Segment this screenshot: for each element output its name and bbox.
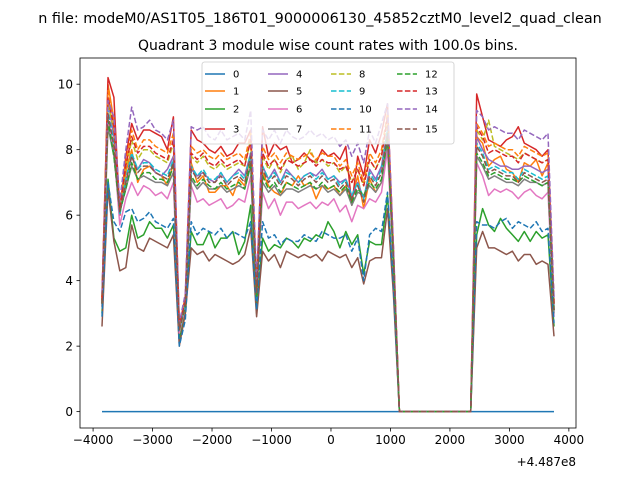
legend-label-15: 15 (425, 125, 438, 136)
legend-label-7: 7 (296, 125, 302, 136)
legend-label-3: 3 (233, 125, 239, 136)
series-line-11 (101, 89, 555, 413)
x-axis: −4000 −3000 −2000 −1000 0 1000 2000 3000 4000 (73, 428, 584, 447)
legend-label-6: 6 (296, 105, 302, 116)
series-line-5 (101, 188, 555, 413)
legend-label-4: 4 (296, 70, 302, 81)
legend-label-11: 11 (359, 125, 372, 136)
legend-label-13: 13 (425, 87, 438, 98)
legend-label-14: 14 (425, 105, 438, 116)
chart-title: Quadrant 3 module wise count rates with … (138, 38, 518, 54)
legend-label-2: 2 (233, 105, 239, 116)
x-tick-label: −1000 (251, 433, 292, 447)
y-axis: 0 2 4 6 8 10 (58, 77, 80, 419)
legend-label-0: 0 (233, 70, 239, 81)
y-tick-label: 8 (65, 143, 73, 157)
x-tick-label: 3000 (494, 433, 525, 447)
x-tick-label: −3000 (132, 433, 173, 447)
series-line-13 (101, 96, 555, 413)
legend-label-8: 8 (359, 70, 365, 81)
legend-label-12: 12 (425, 70, 438, 81)
legend-label-9: 9 (359, 87, 365, 98)
x-tick-label: 0 (327, 433, 335, 447)
x-tick-label: 1000 (375, 433, 406, 447)
y-tick-label: 2 (65, 339, 73, 353)
series-line-15 (101, 112, 555, 413)
series-line-10 (101, 181, 555, 413)
y-tick-label: 4 (65, 274, 73, 288)
x-offset-text: +4.487e8 (517, 455, 576, 469)
legend-label-5: 5 (296, 87, 302, 98)
legend-box (201, 61, 455, 145)
plot-frame (79, 57, 577, 429)
x-tick-label: −2000 (192, 433, 233, 447)
legend-label-10: 10 (359, 105, 372, 116)
y-tick-label: 10 (58, 77, 73, 91)
y-tick-label: 0 (65, 405, 73, 419)
x-tick-label: −4000 (73, 433, 114, 447)
x-tick-label: 4000 (554, 433, 585, 447)
x-tick-label: 2000 (435, 433, 466, 447)
series-line-8 (101, 103, 555, 413)
y-tick-label: 6 (65, 208, 73, 222)
figure-suptitle: n file: modeM0/AS1T05_186T01_9000006130_… (38, 11, 602, 27)
legend-label-1: 1 (233, 87, 239, 98)
series-layer (101, 76, 555, 413)
